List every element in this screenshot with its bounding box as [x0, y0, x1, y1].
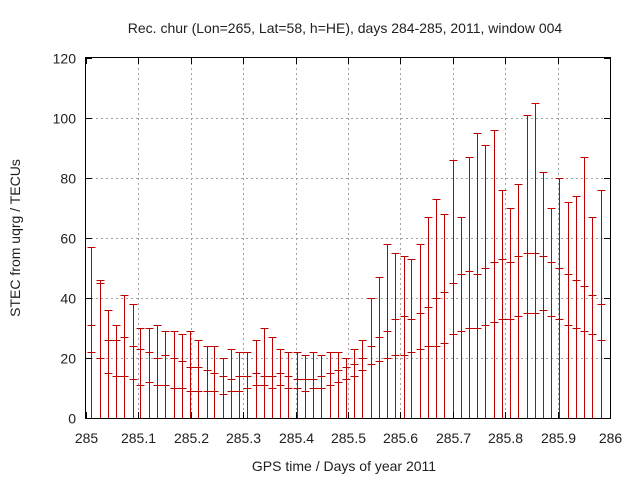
plot-frame [85, 57, 611, 419]
x-tick-label: 285.7 [436, 430, 471, 446]
y-tick-label: 0 [68, 411, 76, 427]
x-tick-label: 285 [75, 430, 99, 446]
x-tick-label: 285.6 [383, 430, 418, 446]
x-tick-label: 285.3 [226, 430, 261, 446]
y-tick-label: 100 [53, 111, 77, 127]
x-tick-label: 285.9 [541, 430, 576, 446]
y-tick-label: 120 [53, 51, 77, 67]
grid-lines [86, 58, 610, 418]
y-axis-label: STEC from uqrg / TECUs [7, 159, 23, 317]
y-tick-label: 40 [60, 291, 76, 307]
y-tick-label: 20 [60, 351, 76, 367]
x-tick-label: 285.1 [121, 430, 156, 446]
y-tick-label: 60 [60, 231, 76, 247]
x-tick-label: 285.4 [279, 430, 314, 446]
y-tick-label: 80 [60, 171, 76, 187]
x-axis-label: GPS time / Days of year 2011 [252, 458, 436, 474]
x-tick-label: 285.2 [174, 430, 209, 446]
chart-title: Rec. chur (Lon=265, Lat=58, h=HE), days … [128, 20, 563, 36]
axes: 285 285.1 285.2 285.3 285.4 285.5 285.6 285.7 28… [53, 51, 623, 447]
x-tick-label: 285.5 [331, 430, 366, 446]
x-tick-label: 285.8 [488, 430, 523, 446]
data-series [87, 103, 606, 418]
x-tick-label: 286 [599, 430, 623, 446]
